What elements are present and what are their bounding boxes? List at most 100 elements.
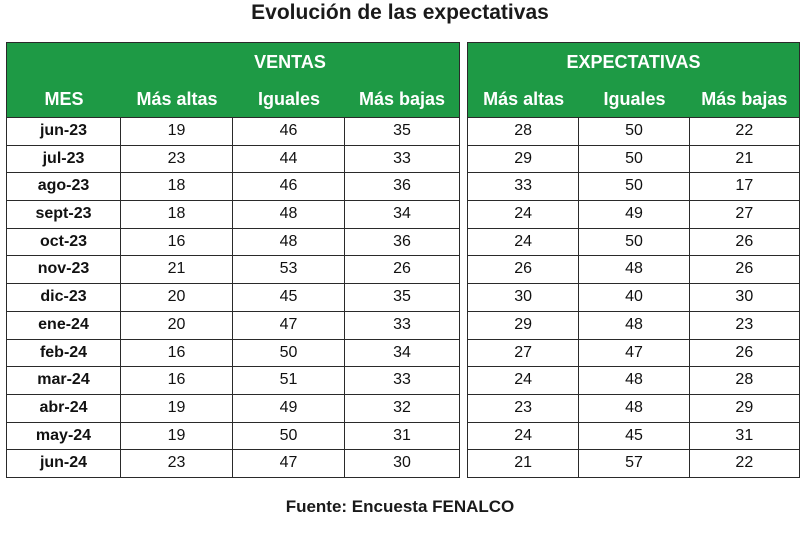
expectativas-row: 24 49 27	[468, 201, 799, 229]
cell-ventas-iguales: 46	[233, 173, 345, 201]
cell-exp-iguales: 50	[579, 228, 690, 256]
cell-exp-iguales: 50	[579, 173, 690, 201]
cell-ventas-mas-bajas: 33	[393, 315, 411, 333]
cell-exp-iguales: 57	[579, 450, 690, 477]
cell-ventas-iguales: 48	[233, 228, 345, 256]
cell-ventas-mas-altas: 19	[121, 422, 233, 450]
expectativas-row: 21 57 22	[468, 450, 799, 478]
cell-ventas-mas-altas: 16	[121, 367, 233, 394]
cell-mes: may-24	[7, 422, 121, 450]
cell-exp-iguales: 48	[579, 394, 690, 422]
cell-ventas-mas-altas: 16	[121, 339, 233, 367]
ventas-column-headers: MES Más altas Iguales Más bajas	[7, 81, 459, 117]
cell-ventas-iguales: 53	[233, 256, 345, 284]
ventas-row: sept-23 18 48 34	[7, 201, 459, 229]
cell-ventas-mas-altas: 21	[121, 256, 233, 284]
cell-exp-iguales: 47	[579, 339, 690, 367]
cell-ventas-iguales: 44	[233, 145, 345, 173]
expectativas-row: 24 48 28	[468, 367, 799, 395]
cell-mes: feb-24	[7, 339, 121, 367]
cell-mes: jun-24	[7, 450, 121, 477]
cell-ventas-iguales: 47	[233, 311, 345, 339]
cell-mes: ene-24	[7, 311, 121, 339]
cell-exp-mas-bajas: 26	[735, 260, 754, 278]
cell-mes: oct-23	[7, 228, 121, 256]
ventas-row: ago-23 18 46 36	[7, 173, 459, 202]
expectativas-row: 29 50 21	[468, 145, 799, 174]
cell-mes: abr-24	[7, 394, 121, 422]
cell-exp-mas-bajas: 31	[735, 426, 754, 444]
cell-ventas-mas-bajas: 35	[393, 122, 411, 139]
ventas-row: oct-23 16 48 36	[7, 228, 459, 257]
cell-mes: ago-23	[7, 173, 121, 201]
expectativas-row: 33 50 17	[468, 173, 799, 202]
cell-exp-iguales: 50	[579, 145, 690, 173]
cell-mes: jul-23	[7, 145, 121, 173]
expectativas-row: 23 48 29	[468, 394, 799, 423]
mes-header-spacer	[7, 43, 121, 81]
cell-exp-iguales: 49	[579, 201, 690, 228]
expectativas-header: EXPECTATIVAS Más altas Iguales Más bajas	[467, 42, 800, 118]
cell-exp-mas-altas: 29	[468, 311, 580, 339]
cell-ventas-mas-bajas: 33	[393, 371, 411, 389]
cell-ventas-mas-altas: 19	[121, 394, 233, 422]
col-header-mas-bajas: Más bajas	[358, 89, 446, 109]
cell-exp-mas-altas: 21	[468, 450, 580, 477]
cell-ventas-iguales: 50	[233, 339, 345, 367]
cell-ventas-iguales: 46	[233, 118, 345, 145]
cell-mes: jun-23	[7, 118, 121, 145]
cell-exp-mas-bajas: 27	[735, 205, 754, 223]
ventas-row: abr-24 19 49 32	[7, 394, 459, 423]
page-title: Evolución de las expectativas	[251, 1, 549, 24]
cell-ventas-iguales: 51	[233, 367, 345, 394]
cell-exp-mas-bajas: 22	[735, 454, 754, 472]
cell-ventas-mas-bajas: 35	[393, 288, 411, 306]
cell-exp-mas-altas: 33	[468, 173, 580, 201]
ventas-row: ene-24 20 47 33	[7, 311, 459, 340]
expectativas-column-headers: Más altas Iguales Más bajas	[468, 81, 799, 117]
cell-exp-mas-bajas: 28	[735, 371, 754, 389]
cell-ventas-mas-bajas: 32	[393, 398, 411, 416]
cell-exp-iguales: 40	[579, 284, 690, 311]
col-header-iguales: Iguales	[257, 89, 321, 109]
cell-ventas-mas-altas: 20	[121, 311, 233, 339]
col-header-exp-mas-bajas: Más bajas	[701, 89, 788, 109]
cell-ventas-mas-bajas: 36	[393, 232, 411, 250]
ventas-row: mar-24 16 51 33	[7, 367, 459, 395]
cell-exp-mas-altas: 27	[468, 339, 580, 367]
cell-ventas-mas-altas: 20	[121, 284, 233, 311]
cell-ventas-mas-altas: 16	[121, 228, 233, 256]
expectativas-table: EXPECTATIVAS Más altas Iguales Más bajas…	[467, 42, 800, 478]
cell-ventas-mas-bajas: 26	[393, 260, 411, 278]
expectativas-rows: 28 50 22 29 50 21 33 50 17 24 49 27 24 50 26 26 48 26 30 40…	[467, 118, 800, 478]
cell-exp-mas-bajas: 22	[735, 122, 754, 139]
expectativas-row: 30 40 30	[468, 284, 799, 312]
ventas-header: VENTAS MES Más altas Iguales Más bajas	[6, 42, 460, 118]
ventas-row: jun-23 19 46 35	[7, 118, 459, 146]
ventas-row: may-24 19 50 31	[7, 422, 459, 451]
cell-exp-mas-altas: 24	[468, 367, 580, 394]
ventas-rows: jun-23 19 46 35 jul-23 23 44 33 ago-23 18 46 36 sept…	[6, 118, 460, 478]
cell-ventas-mas-altas: 18	[121, 173, 233, 201]
cell-exp-mas-altas: 30	[468, 284, 580, 311]
source-footer: Fuente: Encuesta FENALCO	[285, 497, 515, 516]
cell-ventas-mas-altas: 19	[121, 118, 233, 145]
cell-exp-iguales: 48	[579, 311, 690, 339]
col-header-exp-iguales: Iguales	[603, 89, 666, 109]
cell-exp-mas-bajas: 26	[735, 232, 754, 250]
cell-ventas-mas-altas: 23	[121, 450, 233, 477]
cell-exp-mas-bajas: 21	[735, 149, 754, 167]
cell-ventas-mas-bajas: 31	[393, 426, 411, 444]
cell-ventas-iguales: 50	[233, 422, 345, 450]
cell-ventas-mas-bajas: 36	[393, 177, 411, 195]
cell-exp-mas-bajas: 26	[735, 343, 754, 361]
cell-exp-mas-altas: 23	[468, 394, 580, 422]
cell-mes: dic-23	[7, 284, 121, 311]
cell-exp-mas-altas: 26	[468, 256, 580, 284]
cell-exp-mas-altas: 24	[468, 201, 580, 228]
ventas-row: jul-23 23 44 33	[7, 145, 459, 174]
cell-exp-mas-altas: 28	[468, 118, 580, 145]
cell-exp-iguales: 48	[579, 367, 690, 394]
cell-exp-iguales: 48	[579, 256, 690, 284]
cell-exp-mas-bajas: 17	[735, 177, 754, 195]
